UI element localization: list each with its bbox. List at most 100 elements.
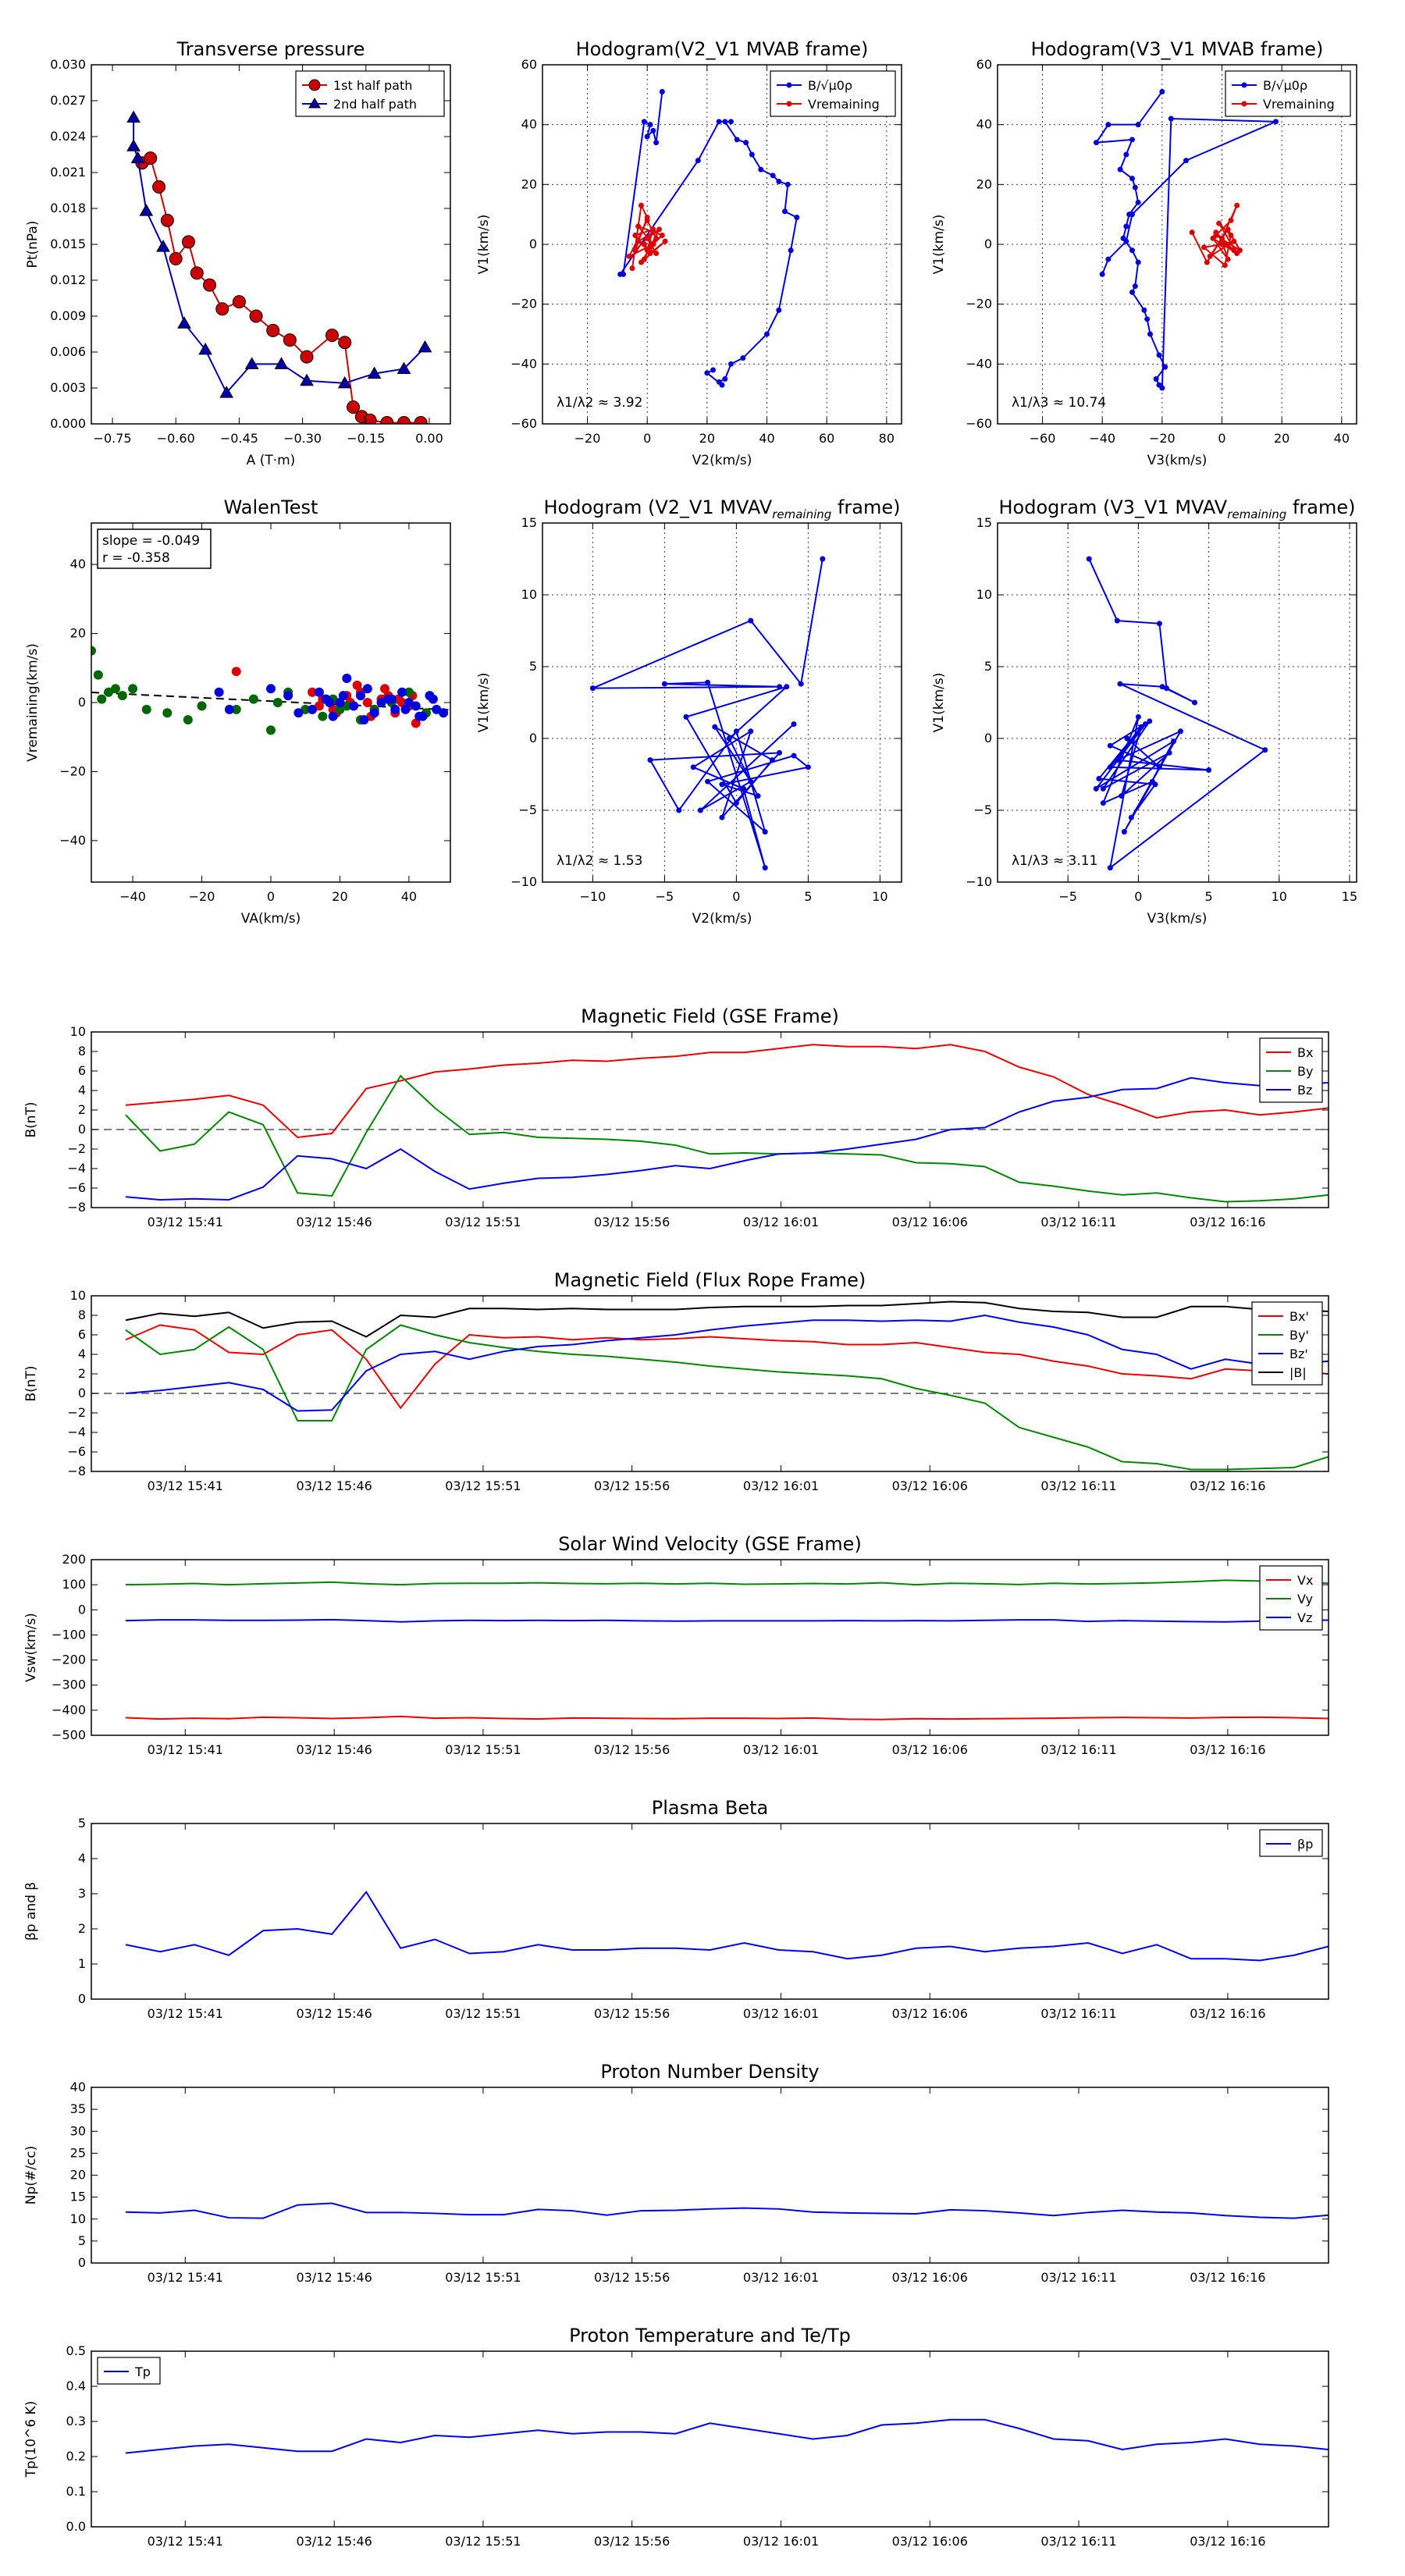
solar-wind-velocity-series-vz-line <box>126 1618 1329 1623</box>
y-tick-label: 40 <box>70 557 86 571</box>
y-tick-label: −5 <box>973 802 992 817</box>
data-point <box>1121 829 1127 835</box>
x-tick-label: 03/12 16:06 <box>892 2534 968 2549</box>
data-point <box>719 814 725 820</box>
scatter-point <box>91 646 96 656</box>
legend-label: 2nd half path <box>333 97 417 112</box>
data-point <box>638 202 644 208</box>
y-tick-label: 40 <box>976 117 992 132</box>
legend-label: Vremaining <box>1263 97 1335 112</box>
proton-number-density-plot-area <box>126 2202 1329 2219</box>
scatter-point <box>308 704 318 714</box>
legend-label: Bz' <box>1289 1347 1308 1361</box>
y-tick-label: −8 <box>67 1200 86 1215</box>
x-tick-label: 03/12 16:16 <box>1190 1742 1265 1757</box>
hodogram-v3-mvab-series-vremaining-line <box>1191 205 1241 267</box>
x-tick-label: 80 <box>879 431 895 446</box>
data-point <box>629 265 635 272</box>
data-point <box>653 235 660 241</box>
x-tick-label: 03/12 15:46 <box>297 2270 372 2285</box>
data-point <box>1123 223 1129 229</box>
scatter-point <box>335 698 345 707</box>
data-point <box>776 307 782 313</box>
scatter-point <box>386 694 397 704</box>
scatter-point <box>248 694 258 704</box>
data-point <box>644 217 650 223</box>
data-point <box>1210 235 1216 241</box>
scatter-point <box>376 698 386 707</box>
scatter-point <box>356 691 365 701</box>
scatter-point <box>183 715 193 725</box>
data-point <box>791 721 797 728</box>
scatter-point <box>97 694 107 704</box>
x-tick-label: 03/12 15:46 <box>297 2534 372 2549</box>
y-tick-label: 60 <box>521 57 537 72</box>
plasma-beta-frame <box>91 1823 1329 2000</box>
plasma-beta-panel: 03/12 15:41 03/12 15:46 03/12 15:51 03/12 1… <box>23 1797 1329 2021</box>
y-tick-label: −40 <box>966 356 992 371</box>
x-tick-label: 03/12 15:56 <box>594 1478 670 1493</box>
data-point <box>632 233 638 238</box>
y-tick-label: 3 <box>78 1886 86 1901</box>
data-point <box>647 757 653 763</box>
y-tick-label: 5 <box>78 2233 86 2248</box>
data-point <box>198 342 212 355</box>
x-tick-label: −5 <box>1058 889 1077 904</box>
transverse-pressure-panel: −0.75 −0.60 −0.45 −0.30 −0.15 0.00 0.000 0.003 0… <box>25 38 451 468</box>
data-point <box>1129 212 1135 218</box>
x-tick-label: 03/12 15:51 <box>445 2006 521 2021</box>
data-point <box>1178 728 1184 735</box>
data-point <box>1168 116 1174 122</box>
y-tick-label: 20 <box>70 2168 86 2183</box>
data-point <box>1170 738 1176 745</box>
data-point <box>719 781 725 788</box>
scatter-point <box>301 704 311 714</box>
chart-title: Hodogram(V3_V1 MVAB frame) <box>1031 38 1324 60</box>
scatter-point <box>393 694 404 704</box>
legend-label: Vz <box>1297 1610 1312 1625</box>
y-tick-label: 4 <box>78 1347 86 1361</box>
x-tick-label: 03/12 15:56 <box>594 2006 670 2021</box>
scatter-point <box>266 684 276 694</box>
y-tick-label: 40 <box>521 117 537 132</box>
scatter-point <box>342 701 352 711</box>
data-point <box>1156 621 1162 627</box>
data-point <box>1096 776 1102 782</box>
data-point <box>641 119 647 125</box>
data-point <box>215 302 229 316</box>
annotation: λ1/λ3 ≈ 10.74 <box>1012 395 1106 411</box>
scatter-point <box>325 698 335 707</box>
data-point <box>1144 316 1151 322</box>
data-point <box>1159 684 1165 690</box>
scatter-point <box>352 680 362 690</box>
y-tick-label: 5 <box>529 659 537 674</box>
data-point <box>367 366 382 379</box>
x-tick-label: 03/12 16:11 <box>1040 2006 1116 2021</box>
y-axis-label: Vremaining(km/s) <box>25 643 41 762</box>
y-tick-label: −10 <box>510 874 537 889</box>
y-tick-label: 2 <box>78 1102 86 1117</box>
x-tick-label: 03/12 15:41 <box>148 1478 223 1493</box>
y-tick-label: 6 <box>78 1063 86 1078</box>
x-tick-label: −20 <box>189 889 215 904</box>
y-tick-label: −100 <box>52 1627 86 1642</box>
legend-label: Bx' <box>1289 1309 1309 1324</box>
solar-wind-velocity-series-vy-line <box>126 1579 1329 1586</box>
data-point <box>635 238 642 244</box>
x-tick-label: 03/12 16:06 <box>892 2270 968 2285</box>
data-point <box>139 204 154 216</box>
data-point <box>697 807 703 813</box>
scatter-point <box>231 704 241 714</box>
scatter-point <box>362 684 372 694</box>
hodogram-v3-mvav-panel: −5 0 5 10 15 −10 −5 0 5 10 15 Hodogram (V3_V1 MVAVr… <box>931 496 1357 927</box>
solar-wind-velocity-plot-area <box>125 1579 1329 1720</box>
magnetic-field-gse-plot-area <box>125 1044 1329 1203</box>
data-point <box>1162 364 1168 370</box>
data-point <box>710 367 716 373</box>
y-tick-label: −20 <box>966 297 992 311</box>
legend-label: |B| <box>1289 1365 1307 1380</box>
data-point <box>1099 271 1105 277</box>
walen-test-plot-area <box>91 646 450 735</box>
scatter-point <box>328 711 338 721</box>
y-tick-label: 0.1 <box>66 2484 86 2499</box>
